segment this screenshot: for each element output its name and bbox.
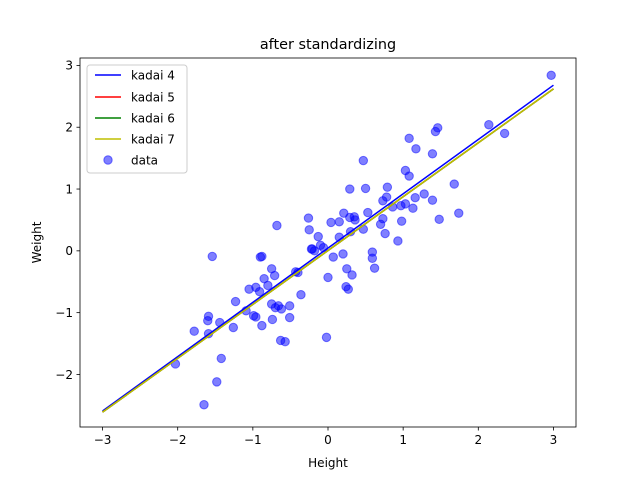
- data-point: [296, 290, 306, 300]
- data-point: [207, 251, 217, 262]
- data-point: [410, 192, 420, 203]
- legend: kadai 4 kadai 5 kadai 6 kadai 7 data: [86, 64, 188, 174]
- series-line-kadai-7: [102, 88, 554, 413]
- data-point: [251, 312, 261, 322]
- data-point: [345, 184, 355, 194]
- legend-label: data: [131, 154, 158, 168]
- series-line-kadai-4: [102, 84, 554, 412]
- x-tick-label: 3: [550, 433, 558, 447]
- data-point: [244, 284, 254, 294]
- data-point: [272, 220, 282, 231]
- data-point: [189, 326, 199, 336]
- data-point: [393, 236, 403, 246]
- data-point: [284, 312, 295, 323]
- data-point: [404, 171, 414, 181]
- data-point: [358, 224, 369, 234]
- data-point: [276, 304, 287, 314]
- data-point: [199, 400, 209, 410]
- legend-label: kadai 6: [131, 112, 175, 126]
- y-tick-label: 0: [65, 244, 73, 258]
- data-point: [321, 332, 332, 343]
- data-point: [334, 217, 344, 227]
- data-point: [360, 183, 371, 194]
- data-point: [375, 219, 386, 229]
- data-point: [396, 216, 407, 226]
- data-point: [323, 272, 333, 283]
- data-point: [358, 155, 369, 166]
- legend-label: kadai 7: [131, 133, 175, 147]
- data-point: [267, 314, 278, 325]
- data-point: [419, 189, 429, 199]
- data-point: [449, 179, 459, 189]
- data-point: [499, 128, 510, 139]
- y-tick-label: 3: [65, 59, 73, 73]
- data-point: [343, 284, 353, 294]
- plot-area: [102, 70, 556, 413]
- x-tick-label: 1: [399, 433, 407, 447]
- data-point: [230, 296, 241, 307]
- y-tick-label: −1: [55, 306, 73, 320]
- x-tick-label: −1: [244, 433, 262, 447]
- data-point: [430, 126, 441, 137]
- x-tick-label: 2: [474, 433, 482, 447]
- data-point: [363, 207, 373, 218]
- data-point: [313, 231, 323, 242]
- x-tick-label: −3: [94, 433, 112, 447]
- data-point: [263, 280, 273, 291]
- legend-box: [86, 64, 188, 174]
- data-point: [338, 249, 348, 259]
- x-axis-label: Height: [308, 456, 348, 470]
- data-point: [484, 120, 494, 130]
- data-point: [309, 246, 320, 256]
- x-tick-label: 0: [324, 433, 332, 447]
- data-point: [216, 353, 226, 364]
- legend-swatch: [103, 155, 113, 165]
- data-point: [257, 320, 267, 331]
- data-point: [347, 270, 357, 280]
- data-point: [203, 315, 213, 326]
- data-point: [434, 214, 444, 225]
- y-tick-label: 2: [65, 121, 73, 135]
- data-point: [328, 252, 338, 262]
- legend-label: kadai 4: [131, 69, 175, 83]
- data-point: [396, 201, 406, 211]
- y-tick-label: −2: [55, 368, 73, 382]
- data-point: [454, 208, 464, 218]
- data-point: [350, 215, 360, 225]
- data-point: [427, 195, 438, 205]
- data-point: [303, 213, 314, 223]
- data-point: [326, 217, 336, 228]
- legend-label: kadai 5: [131, 91, 175, 105]
- data-point: [254, 286, 265, 297]
- x-tick-label: −2: [169, 433, 187, 447]
- data-point: [367, 253, 378, 263]
- chart-title: after standardizing: [260, 37, 396, 53]
- data-point: [408, 203, 418, 213]
- data-point: [280, 337, 290, 347]
- data-point: [342, 264, 352, 274]
- data-point: [378, 196, 388, 206]
- data-point: [369, 263, 380, 273]
- data-point: [411, 144, 421, 154]
- axis-ticks: −3 −2 −1 0 1 2 3 −2 −1 0 1 2 3: [55, 59, 557, 447]
- data-point: [546, 70, 556, 81]
- data-point: [228, 322, 239, 333]
- data-point: [427, 149, 438, 159]
- data-point: [284, 301, 295, 311]
- y-tick-label: 1: [65, 182, 73, 196]
- data-point: [212, 377, 222, 387]
- data-point: [380, 228, 390, 239]
- data-point: [404, 133, 414, 144]
- y-axis-label: Weight: [30, 221, 44, 263]
- data-point: [255, 252, 266, 262]
- data-point: [382, 182, 393, 192]
- data-point: [304, 225, 314, 235]
- data-point: [269, 270, 280, 281]
